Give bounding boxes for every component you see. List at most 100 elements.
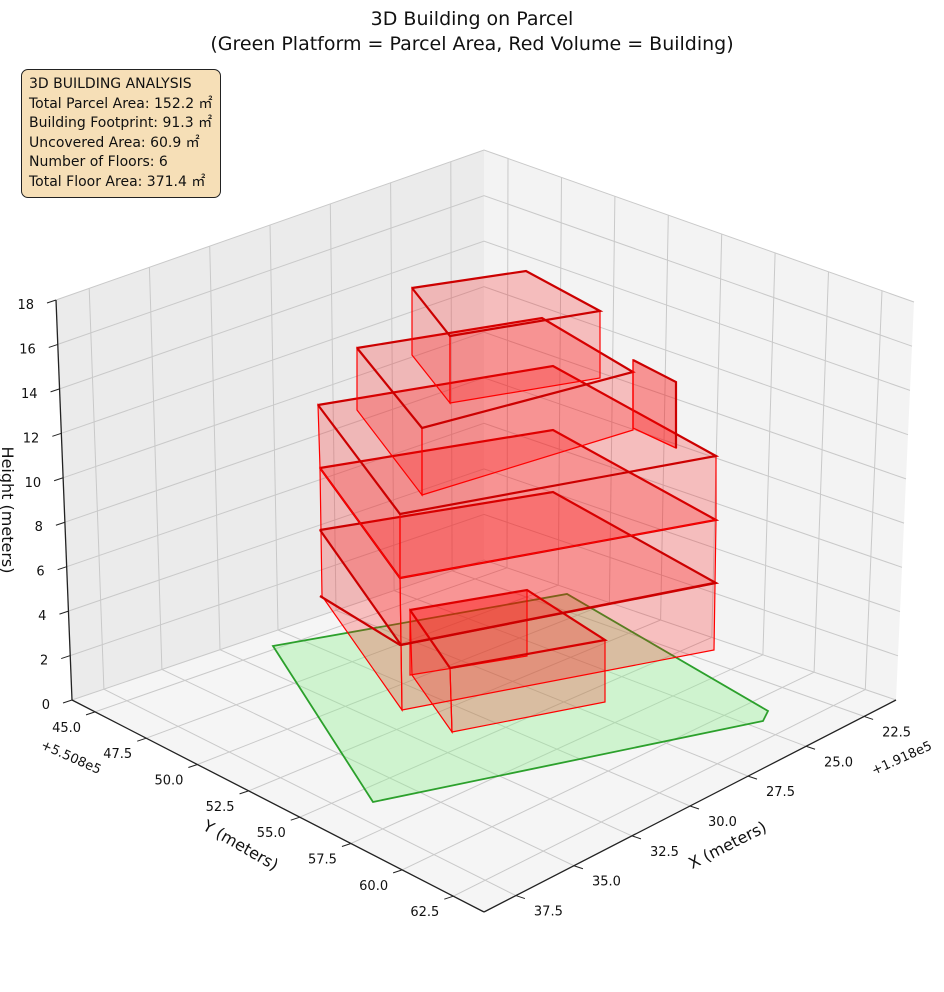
- z-gridline: [70, 513, 899, 657]
- z-gridline: [71, 559, 897, 701]
- x-gridline: [88, 288, 517, 897]
- y-tick-mark: [188, 764, 198, 768]
- building-floor-4: [316, 364, 720, 580]
- y-tick-mark: [392, 869, 403, 874]
- parcel-platform: [271, 593, 770, 804]
- building-edge: [632, 359, 678, 448]
- y-tick-mark: [444, 895, 454, 900]
- x-tick-label: 32.5: [650, 845, 679, 860]
- x-tick-label: 35.0: [592, 875, 621, 890]
- y-tick-mark: [290, 816, 300, 821]
- y-tick-mark: [239, 790, 249, 795]
- z-tick-label: 0: [42, 698, 50, 713]
- z-tick-mark: [55, 521, 66, 526]
- x-tick-label: 30.0: [708, 815, 737, 830]
- z-tick-label: 4: [38, 609, 46, 624]
- z-tick-label: 14: [21, 387, 38, 402]
- y-gridline: [350, 252, 776, 844]
- z-tick-mark: [62, 699, 73, 704]
- y-axis-label: Y (meters): [199, 816, 282, 875]
- info-line: Uncovered Area: 60.9 ㎡: [29, 134, 200, 151]
- gridlines: [55, 149, 915, 897]
- y-tick-label: 55.0: [257, 826, 286, 841]
- y-tick-label: 47.5: [103, 747, 132, 762]
- y-tick-label: 50.0: [154, 774, 183, 789]
- z-tick-mark: [52, 432, 62, 437]
- x-offset-label: +1.918e5: [870, 739, 935, 779]
- info-line: Building Footprint: 91.3 ㎡: [29, 115, 213, 131]
- parcel-layer: [271, 593, 770, 804]
- building-layer: [316, 269, 720, 734]
- z-gridline: [61, 286, 909, 436]
- z-tick-label: 2: [40, 654, 48, 669]
- pane-left: [56, 150, 484, 700]
- z-gridline: [68, 468, 901, 613]
- y-tick-label: 57.5: [308, 853, 337, 868]
- info-heading: 3D BUILDING ANALYSIS: [29, 76, 192, 92]
- z-tick-mark: [53, 477, 64, 482]
- y-gridline: [248, 215, 669, 792]
- x-tick-label: 37.5: [534, 905, 563, 920]
- x-tick-mark: [747, 775, 758, 780]
- z-tick-mark: [59, 610, 69, 615]
- y-axis-line: [71, 699, 485, 913]
- x-tick-mark: [805, 745, 816, 750]
- y-gridline: [453, 290, 883, 897]
- chart-title-line1: 3D Building on Parcel: [371, 8, 574, 30]
- x-gridline: [269, 224, 691, 807]
- pane-right: [484, 150, 914, 700]
- x-gridline: [148, 267, 575, 867]
- x-tick-label: 22.5: [882, 725, 911, 740]
- z-tick-mark: [61, 655, 71, 660]
- info-line: Total Floor Area: 371.4 ㎡: [29, 173, 206, 190]
- y-tick-mark: [137, 737, 147, 742]
- z-gridline: [59, 240, 911, 391]
- y-offset-label: +5.508e5: [38, 738, 103, 778]
- z-tick-label: 12: [23, 431, 40, 446]
- x-tick-mark: [573, 865, 584, 870]
- building-wing: [632, 359, 678, 449]
- z-gridline: [55, 149, 915, 303]
- building-floor-6: [410, 269, 604, 405]
- z-gridline: [57, 195, 913, 347]
- z-tick-label: 18: [17, 298, 34, 313]
- building-edge: [319, 581, 715, 647]
- z-tick-mark: [46, 299, 57, 304]
- info-line: Total Parcel Area: 152.2 ㎡: [29, 95, 213, 112]
- chart-title-line2: (Green Platform = Parcel Area, Red Volum…: [210, 33, 733, 55]
- building-edge: [317, 364, 720, 516]
- x-tick-mark: [863, 715, 874, 720]
- info-line: Number of Floors: 6: [29, 154, 168, 170]
- z-axis-line: [55, 299, 73, 701]
- x-gridline: [390, 182, 807, 747]
- y-tick-mark: [85, 711, 96, 716]
- x-tick-mark: [515, 895, 526, 900]
- z-axis-label: Height (meters): [0, 447, 17, 574]
- z-gridline: [62, 331, 907, 480]
- z-tick-label: 6: [36, 565, 44, 580]
- y-tick-mark: [341, 843, 352, 848]
- building-edge: [409, 588, 608, 670]
- y-tick-label: 45.0: [52, 721, 81, 736]
- x-tick-label: 25.0: [824, 755, 853, 770]
- x-tick-mark: [689, 805, 700, 810]
- building-floor-2-3: [318, 428, 720, 712]
- z-tick-mark: [57, 566, 67, 571]
- z-tick-mark: [50, 388, 60, 393]
- building-edge: [319, 490, 720, 647]
- y-gridline: [146, 177, 562, 739]
- x-tick-mark: [631, 835, 642, 840]
- x-gridline: [450, 161, 865, 717]
- z-tick-label: 10: [25, 476, 42, 491]
- y-tick-label: 52.5: [206, 800, 235, 815]
- building-edge: [411, 269, 604, 338]
- z-tick-label: 8: [35, 520, 43, 535]
- x-gridline: [209, 246, 633, 837]
- y-tick-label: 60.0: [359, 879, 388, 894]
- building-floor-5: [355, 316, 636, 497]
- y-tick-label: 62.5: [410, 905, 439, 920]
- z-gridline: [66, 422, 903, 568]
- y-gridline: [299, 233, 723, 818]
- ticks-layer: 0 2 4 6 8 10 12 14 16 18 45.0 47.5 50.0 52.5 55.0 57.5 6…: [17, 298, 911, 920]
